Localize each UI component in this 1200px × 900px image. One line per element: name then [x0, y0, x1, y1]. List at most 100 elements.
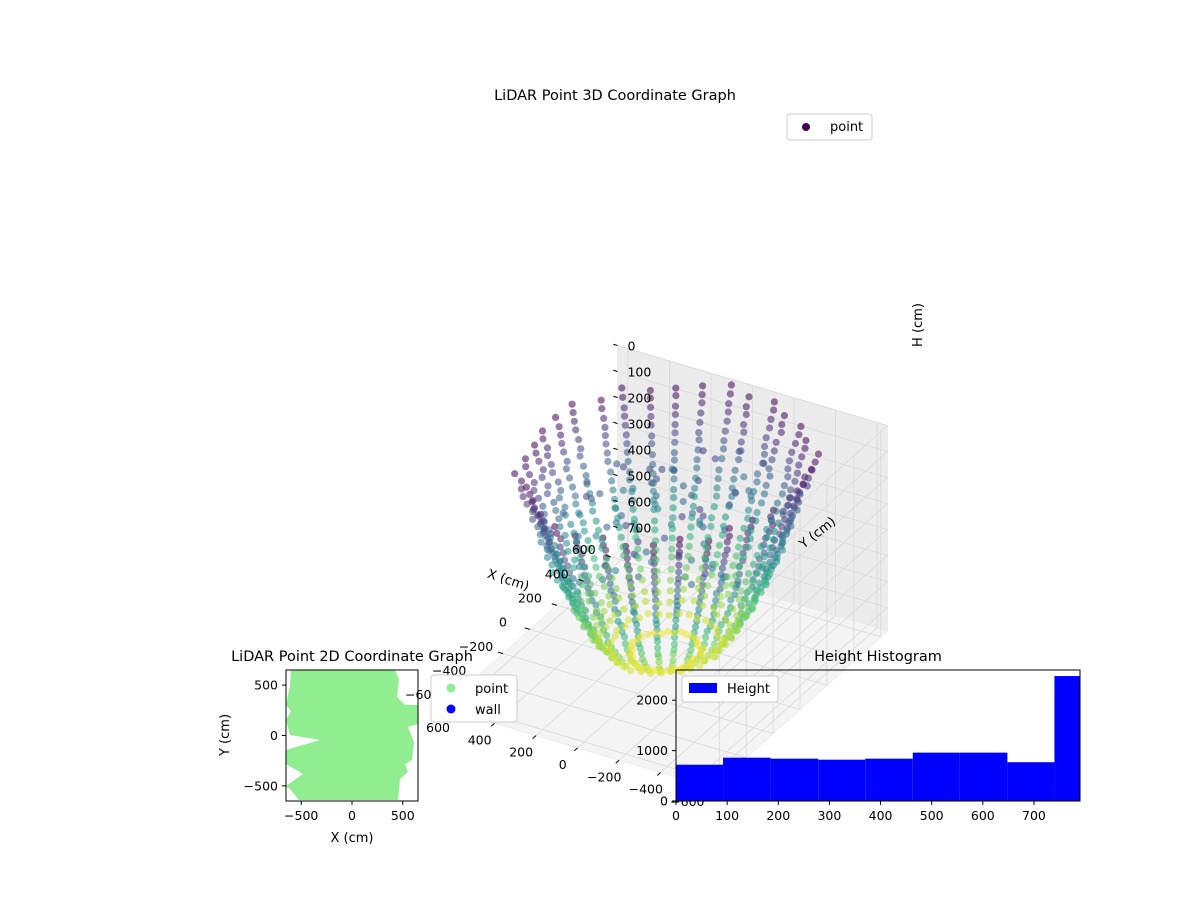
- lidar-point: [653, 567, 661, 575]
- lidar-point: [671, 410, 680, 419]
- z-tick-3d: [613, 343, 618, 346]
- lidar-point: [740, 421, 748, 429]
- lidar-point: [632, 526, 640, 534]
- lidar-point: [704, 582, 712, 590]
- lidar-point: [665, 611, 673, 619]
- lidar-point: [570, 606, 578, 614]
- lidar-point: [574, 589, 582, 598]
- lidar-point: [594, 636, 602, 644]
- chart-histogram: Height Histogram 0 100 200 300 400 500 600 7000…: [636, 649, 1081, 823]
- lidar-point: [673, 601, 682, 610]
- lidar-point: [623, 440, 631, 448]
- lidar-point: [522, 463, 530, 471]
- lidar-point: [754, 587, 762, 595]
- lidar-point: [728, 581, 736, 589]
- lidar-point: [576, 554, 584, 562]
- lidar-point: [772, 507, 780, 515]
- z-tick-label-3d: 100: [627, 365, 651, 380]
- lidar-point: [798, 453, 806, 461]
- histogram-title: Height Histogram: [814, 649, 942, 665]
- lidar-point: [782, 530, 791, 538]
- lidar-point: [571, 492, 579, 500]
- x-tick-label-hist: 100: [715, 808, 739, 823]
- lidar-point: [559, 584, 568, 592]
- lidar-point: [628, 496, 637, 504]
- lidar-point: [740, 428, 748, 436]
- lidar-point: [740, 524, 748, 532]
- lidar-point: [774, 519, 782, 527]
- lidar-point: [784, 473, 792, 481]
- lidar-point: [557, 486, 565, 495]
- lidar-point: [680, 585, 688, 593]
- lidar-point: [721, 615, 730, 623]
- lidar-point: [699, 382, 707, 390]
- histogram-bar: [1007, 762, 1055, 801]
- z-tick-label-3d: 500: [627, 469, 651, 484]
- lidar-point: [802, 436, 810, 445]
- lidar-point: [578, 581, 586, 589]
- lidar-point: [702, 544, 710, 552]
- lidar-point: [543, 452, 552, 460]
- lidar-point: [689, 502, 698, 510]
- lidar-point: [688, 632, 696, 640]
- legend-2d-label-wall: wall: [475, 703, 501, 718]
- x-tick-label-3d: −400: [629, 782, 663, 797]
- grid-z-left: [712, 607, 888, 765]
- x-tick-label-2d: −500: [284, 808, 318, 823]
- lidar-point: [795, 498, 803, 506]
- lidar-point: [766, 570, 774, 578]
- lidar-point: [654, 644, 662, 652]
- lidar-point: [710, 640, 719, 648]
- lidar-point: [652, 546, 660, 554]
- lidar-point: [746, 586, 754, 594]
- lidar-point: [787, 486, 795, 494]
- lidar-point: [651, 526, 659, 534]
- lidar-point: [651, 537, 660, 545]
- lidar-point: [613, 514, 622, 522]
- chart-3d-points: [511, 381, 823, 678]
- lidar-point: [767, 415, 775, 423]
- lidar-point: [535, 512, 543, 520]
- lidar-point: [678, 596, 686, 604]
- lidar-point: [690, 492, 699, 501]
- lidar-point: [658, 465, 666, 473]
- lidar-point: [548, 469, 557, 477]
- lidar-point: [701, 553, 709, 561]
- x-tick-label-hist: 700: [1022, 808, 1046, 823]
- lidar-point: [703, 627, 711, 635]
- chart-3d-title: LiDAR Point 3D Coordinate Graph: [494, 88, 736, 104]
- y-tick-label-3d: −400: [432, 663, 466, 678]
- lidar-point: [589, 613, 597, 621]
- lidar-point: [737, 438, 745, 446]
- y-tick-label-hist: 2000: [636, 693, 668, 708]
- histogram-bar: [770, 758, 819, 801]
- lidar-point: [627, 667, 635, 675]
- lidar-point: [719, 445, 728, 453]
- lidar-point: [519, 493, 527, 501]
- legend-3d-marker: [802, 123, 810, 131]
- lidar-point: [596, 490, 604, 498]
- lidar-point: [715, 466, 723, 474]
- lidar-point: [549, 569, 558, 577]
- lidar-point: [558, 439, 566, 448]
- lidar-point: [713, 492, 721, 500]
- grid-z-back: [617, 423, 888, 504]
- lidar-point: [584, 536, 592, 545]
- lidar-point: [561, 531, 569, 539]
- lidar-point: [685, 610, 693, 619]
- legend-histogram-swatch: [689, 683, 717, 693]
- lidar-point: [626, 476, 634, 484]
- lidar-point: [568, 483, 577, 491]
- legend-2d: point wall: [430, 674, 518, 723]
- lidar-point: [727, 596, 735, 604]
- lidar-point: [752, 517, 760, 525]
- x-tick-label-hist: 200: [766, 808, 790, 823]
- lidar-point: [779, 538, 787, 546]
- lidar-point: [566, 474, 574, 482]
- lidar-point: [675, 541, 684, 549]
- lidar-point: [632, 534, 640, 542]
- lidar-point: [547, 460, 555, 469]
- lidar-point: [530, 486, 538, 494]
- lidar-point: [531, 441, 539, 449]
- lidar-point: [767, 516, 776, 525]
